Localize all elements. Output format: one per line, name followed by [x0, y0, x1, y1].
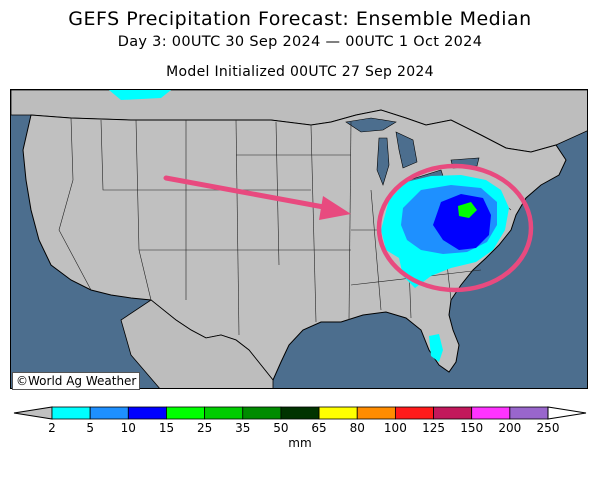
colorbar-under	[13, 406, 53, 420]
forecast-period: Day 3: 00UTC 30 Sep 2024 — 00UTC 1 Oct 2…	[117, 34, 483, 50]
colorbar-bin	[318, 406, 358, 420]
colorbar-bin	[471, 406, 511, 420]
colorbar	[13, 406, 587, 420]
colorbar-bin	[204, 406, 244, 420]
map-title: GEFS Precipitation Forecast: Ensemble Me…	[68, 8, 532, 30]
colorbar-tick-label: 150	[460, 421, 484, 435]
annotation-circle	[376, 163, 534, 293]
colorbar-bin	[89, 406, 129, 420]
mexico	[120, 299, 274, 388]
precip-florida	[429, 334, 443, 362]
colorbar-bin	[127, 406, 167, 420]
model-init: Model Initialized 00UTC 27 Sep 2024	[166, 64, 434, 80]
lake-michigan	[376, 137, 390, 186]
precip-15mm	[458, 202, 477, 218]
colorbar-bin	[433, 406, 473, 420]
colorbar-tick-label: 80	[349, 421, 365, 435]
colorbar-over	[547, 406, 587, 420]
credit-label: ©World Ag Weather	[12, 372, 141, 390]
colorbar-bin	[394, 406, 434, 420]
colorbar-tick-label: 25	[196, 421, 213, 435]
annotation-arrow	[163, 175, 351, 220]
precip-10mm	[433, 194, 491, 250]
colorbar-tick-label: 200	[498, 421, 522, 435]
colorbar-bin	[280, 406, 320, 420]
colorbar-bin	[51, 406, 91, 420]
colorbar-tick-label: 250	[536, 421, 560, 435]
colorbar-tick-label: 125	[422, 421, 445, 435]
precip-field	[109, 90, 509, 362]
colorbar-units: mm	[288, 436, 312, 450]
colorbar-bin	[166, 406, 206, 420]
colorbar-tick-label: 35	[235, 421, 251, 435]
colorbar-tick-label: 50	[273, 421, 289, 435]
colorbar-tick-label: 10	[120, 421, 136, 435]
precip-map	[10, 89, 588, 389]
colorbar-tick-label: 5	[86, 421, 94, 435]
lake-huron	[395, 131, 418, 169]
colorbar-tick-label: 15	[158, 421, 175, 435]
colorbar-tick-label: 65	[311, 421, 327, 435]
colorbar-bin	[242, 406, 282, 420]
colorbar-tick-label: 2	[48, 421, 56, 435]
lake-superior	[345, 117, 397, 133]
colorbar-tick-label: 100	[383, 421, 407, 435]
colorbar-bin	[356, 406, 396, 420]
precip-canada	[109, 90, 171, 100]
colorbar-bin	[509, 406, 549, 420]
